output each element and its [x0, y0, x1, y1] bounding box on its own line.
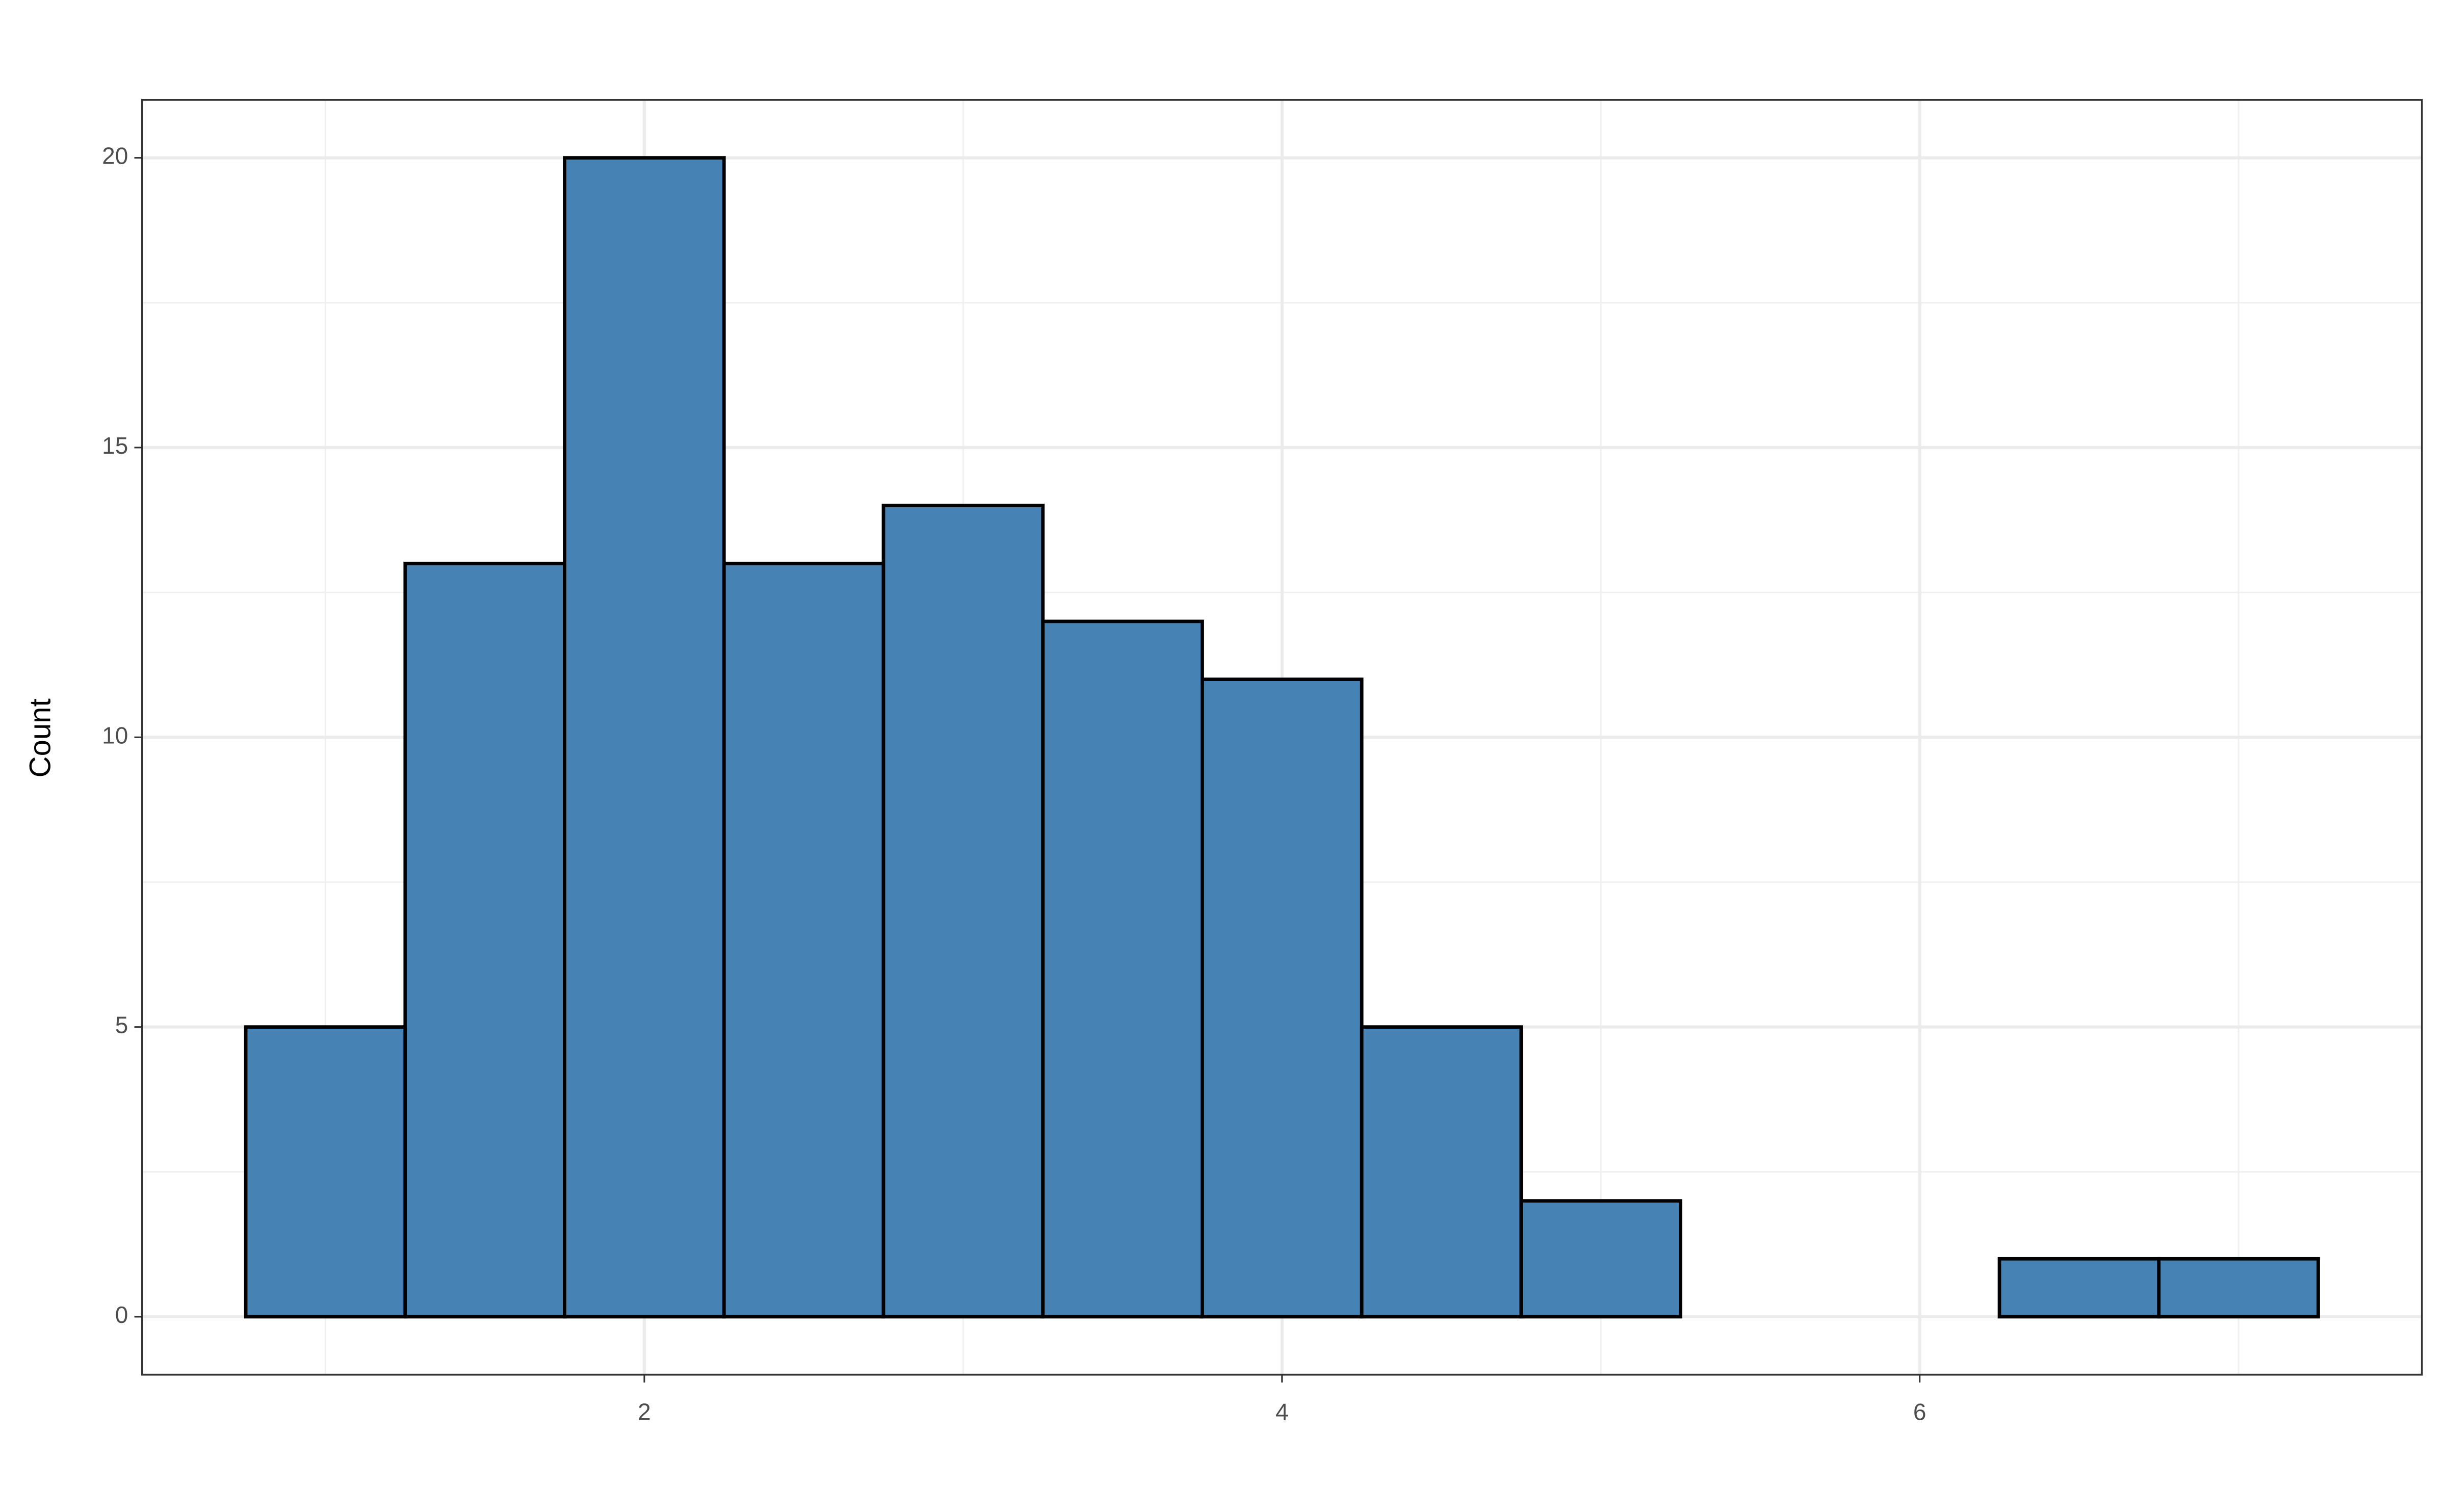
bar — [881, 504, 1045, 1319]
bar — [722, 561, 886, 1319]
bar — [244, 1025, 407, 1319]
panel-border — [141, 99, 2423, 1376]
y-tick-label: 10 — [102, 722, 128, 748]
bar — [2157, 1257, 2320, 1319]
x-tick-label: 4 — [1275, 1398, 1289, 1425]
x-tick-label: 2 — [638, 1398, 651, 1425]
bar — [1201, 677, 1364, 1319]
bar — [1360, 1025, 1523, 1319]
bar — [1997, 1257, 2161, 1319]
y-axis-title: Count — [23, 698, 57, 777]
bar — [563, 156, 726, 1319]
y-tick-label: 15 — [102, 432, 128, 459]
y-tick-label: 5 — [115, 1012, 128, 1038]
y-tick-label: 0 — [115, 1301, 128, 1328]
bar — [1519, 1199, 1682, 1319]
x-tick-label: 6 — [1913, 1398, 1927, 1425]
bar — [403, 561, 566, 1319]
y-tick-label: 20 — [102, 143, 128, 169]
bar — [1041, 619, 1204, 1319]
